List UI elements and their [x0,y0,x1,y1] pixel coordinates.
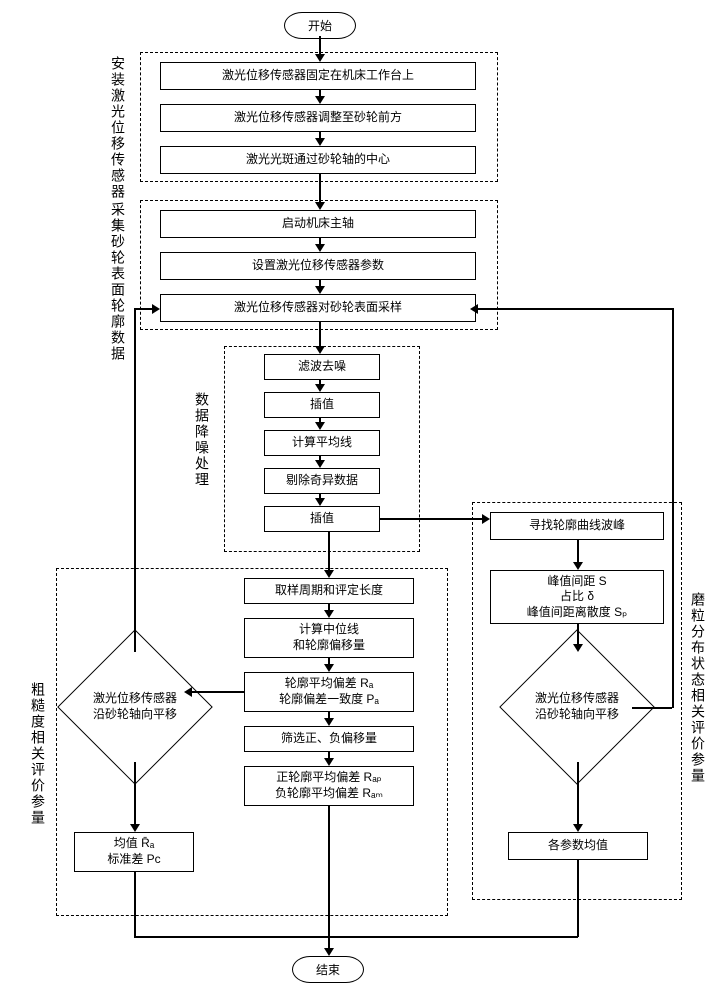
g4-b6: 均值 R̄ₐ 标准差 Pc [74,832,194,872]
g3-b2: 插值 [264,392,380,418]
g5-b1: 寻找轮廓曲线波峰 [490,512,664,540]
g4-b2: 计算中位线 和轮廓偏移量 [244,618,414,658]
g4-b5: 正轮廓平均偏差 Rₐₚ 负轮廓平均偏差 Rₐₘ [244,766,414,806]
end-terminator: 结束 [292,956,364,983]
g5-b3: 各参数均值 [508,832,648,860]
g3-b3: 计算平均线 [264,430,380,456]
g2-b3: 激光位移传感器对砂轮表面采样 [160,294,476,322]
group-roughness-label: 粗糙度相关评价参量 [28,682,48,826]
flowchart-canvas: 开始 安装激光位移传感器 激光位移传感器固定在机床工作台上 激光位移传感器调整至… [12,12,707,988]
start-label: 开始 [308,19,332,33]
g5-d1: 激光位移传感器 沿砂轮轴向平移 [522,652,632,762]
start-terminator: 开始 [284,12,356,39]
g2-b2: 设置激光位移传感器参数 [160,252,476,280]
g2-b1: 启动机床主轴 [160,210,476,238]
g3-b1: 滤波去噪 [264,354,380,380]
g4-b4: 筛选正、负偏移量 [244,726,414,752]
g4-b3: 轮廓平均偏差 Rₐ 轮廓偏差一致度 Pₐ [244,672,414,712]
g4-b1: 取样周期和评定长度 [244,578,414,604]
g5-b2: 峰值间距 S 占比 δ 峰值间距离散度 Sₚ [490,570,664,624]
g4-d1: 激光位移传感器 沿砂轮轴向平移 [80,652,190,762]
group-install-label: 安装激光位移传感器 [108,56,128,200]
g3-b4: 剔除奇异数据 [264,468,380,494]
group-denoise-label: 数据降噪处理 [192,392,212,488]
group-acquire-label: 采集砂轮表面轮廓数据 [108,202,128,362]
end-label: 结束 [316,963,340,977]
g1-b1: 激光位移传感器固定在机床工作台上 [160,62,476,90]
g3-b5: 插值 [264,506,380,532]
g1-b3: 激光光斑通过砂轮轴的中心 [160,146,476,174]
group-grain-label: 磨粒分布状态相关评价参量 [688,592,708,784]
g1-b2: 激光位移传感器调整至砂轮前方 [160,104,476,132]
